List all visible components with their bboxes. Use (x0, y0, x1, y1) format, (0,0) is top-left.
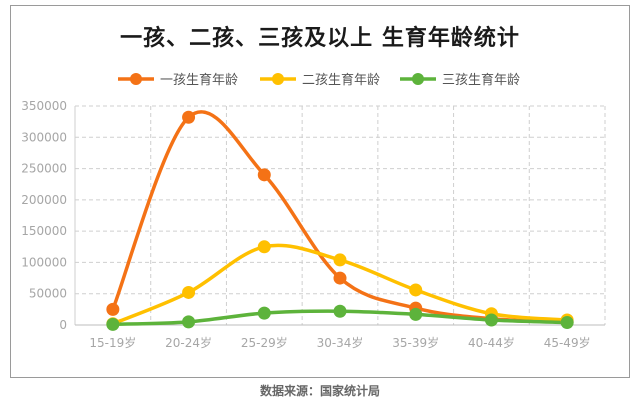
series-points (106, 110, 574, 331)
axes (74, 106, 605, 326)
x-axis-ticks: 15-19岁 20-24岁 25-29岁 30-34岁 35-39岁 40-44岁 45-4… (89, 335, 590, 350)
y-axis-ticks: 0 50000 100000 150000 200000 250000 300000 3500… (21, 99, 67, 332)
y-tick-label: 100000 (21, 255, 67, 269)
data-point-series-3 (257, 306, 271, 320)
y-tick-label: 150000 (21, 224, 67, 238)
legend-swatch-marker (412, 73, 424, 85)
x-tick-label: 25-29岁 (241, 335, 288, 350)
x-tick-label: 40-44岁 (468, 335, 515, 350)
legend-label: 二孩生育年龄 (302, 72, 380, 88)
y-tick-label: 50000 (29, 287, 67, 301)
series-lines (111, 110, 569, 327)
x-tick-label: 45-49岁 (544, 335, 591, 350)
x-tick-label: 30-34岁 (317, 335, 364, 350)
y-tick-label: 350000 (21, 99, 67, 113)
series-line-1 (111, 110, 569, 324)
line-chart: 0 50000 100000 150000 200000 250000 300000 3500… (21, 72, 606, 350)
data-point-series-1 (182, 110, 196, 124)
legend-swatch-marker (130, 73, 142, 85)
y-tick-label: 250000 (21, 162, 67, 176)
data-point-series-3 (182, 315, 196, 329)
data-point-series-2 (333, 253, 347, 267)
data-point-series-1 (106, 302, 120, 316)
data-point-series-3 (560, 315, 574, 329)
legend-label: 三孩生育年龄 (442, 72, 520, 88)
data-source: 数据来源：国家统计局 (259, 384, 380, 398)
x-tick-label: 35-39岁 (392, 335, 439, 350)
x-tick-label: 15-19岁 (89, 335, 136, 350)
legend-item-2[interactable]: 二孩生育年龄 (260, 72, 380, 88)
chart-title: 一孩、二孩、三孩及以上 生育年龄统计 (120, 26, 520, 51)
data-point-series-1 (257, 168, 271, 182)
legend-item-1[interactable]: 一孩生育年龄 (118, 72, 238, 88)
data-point-series-1 (333, 271, 347, 285)
y-tick-label: 0 (59, 318, 67, 332)
y-tick-label: 200000 (21, 193, 67, 207)
x-tick-label: 20-24岁 (165, 335, 212, 350)
y-tick-label: 300000 (21, 130, 67, 144)
data-point-series-3 (333, 304, 347, 318)
data-point-series-3 (106, 317, 120, 331)
legend: 一孩生育年龄 二孩生育年龄 三孩生育年龄 (118, 72, 520, 88)
legend-item-3[interactable]: 三孩生育年龄 (400, 72, 520, 88)
data-point-series-3 (484, 313, 498, 327)
data-point-series-2 (409, 283, 423, 297)
data-point-series-2 (182, 285, 196, 299)
data-point-series-3 (409, 307, 423, 321)
legend-label: 一孩生育年龄 (160, 72, 238, 88)
legend-swatch-marker (272, 73, 284, 85)
data-point-series-2 (257, 240, 271, 254)
grid (75, 105, 606, 325)
